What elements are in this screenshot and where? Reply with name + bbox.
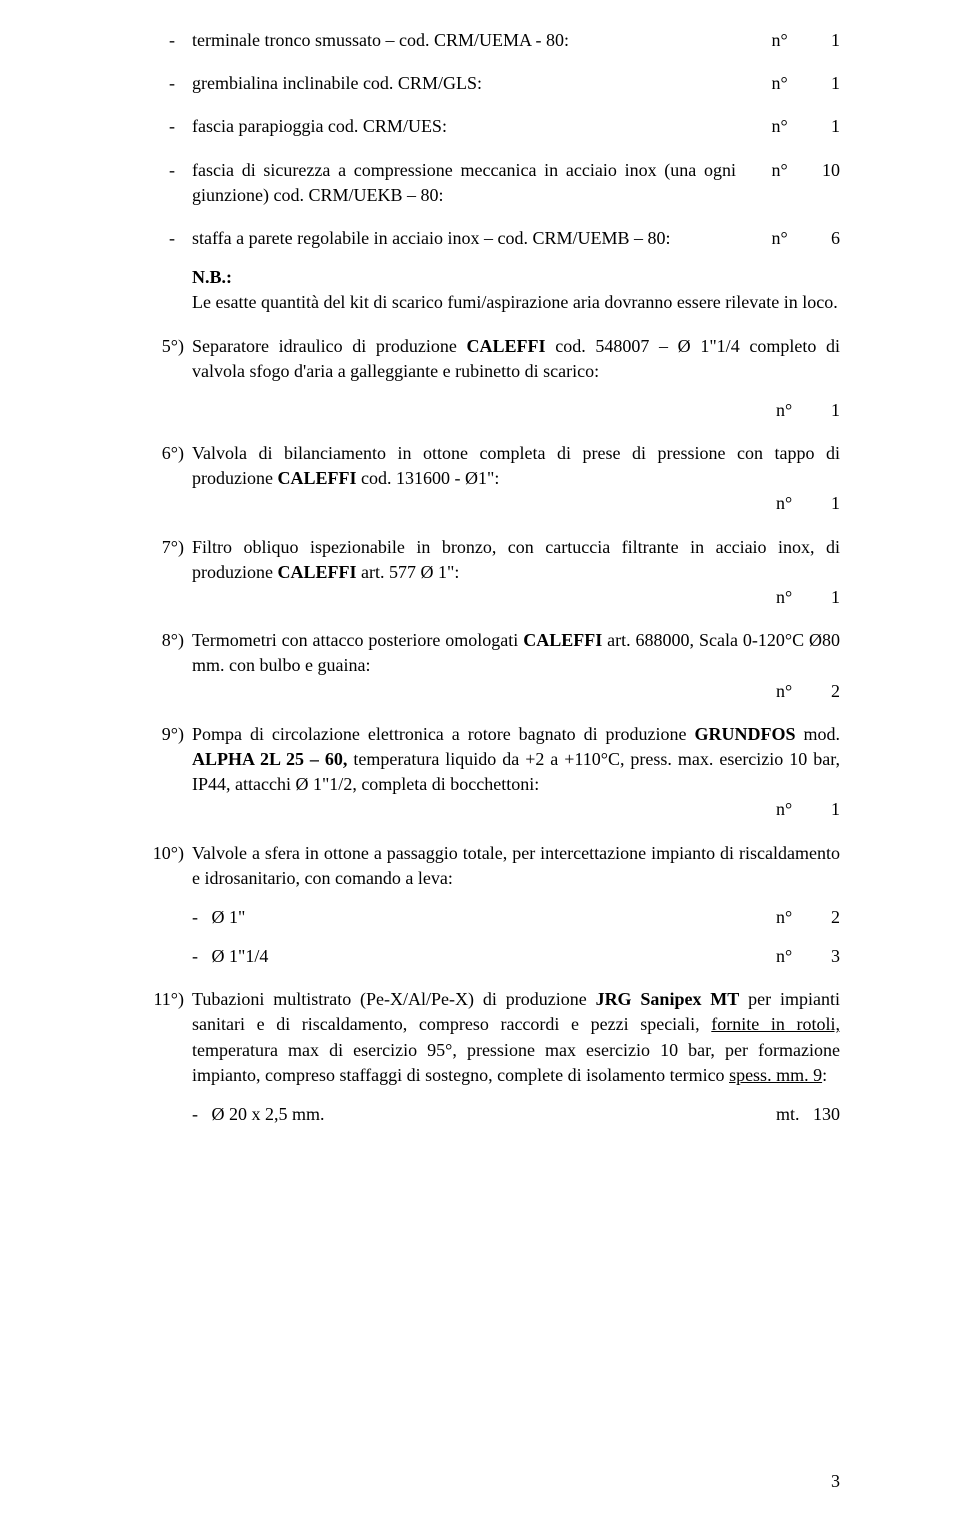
section-7: 7°) Filtro obliquo ispezionabile in bron… (140, 535, 840, 585)
sub-label: - Ø 20 x 2,5 mm. (192, 1102, 325, 1127)
section-number: 5°) (140, 334, 192, 359)
qty-line: n°1 (192, 398, 840, 423)
section-6: 6°) Valvola di bilanciamento in ottone c… (140, 441, 840, 491)
qty-line: n°2 (192, 679, 840, 704)
item-qty: n° 10 (736, 158, 840, 183)
nb-block: N.B.: Le esatte quantità del kit di scar… (192, 265, 840, 315)
nb-text: Le esatte quantità del kit di scarico fu… (192, 292, 838, 312)
dash-marker: - (140, 114, 192, 139)
sub-label: - Ø 1"1/4 (192, 944, 268, 969)
item-text: fascia di sicurezza a compressione mecca… (192, 158, 736, 208)
top-item: - fascia parapioggia cod. CRM/UES: n° 1 (140, 114, 840, 139)
section-body: Pompa di circolazione elettronica a roto… (192, 722, 840, 798)
section-number: 9°) (140, 722, 192, 747)
top-item: - fascia di sicurezza a compressione mec… (140, 158, 840, 208)
item-qty: n° 1 (736, 28, 840, 53)
qty-line: n°1 (192, 585, 840, 610)
top-item: - terminale tronco smussato – cod. CRM/U… (140, 28, 840, 53)
qty-line: n°1 (192, 797, 840, 822)
dash-marker: - (140, 28, 192, 53)
section-number: 8°) (140, 628, 192, 653)
section-body: Valvole a sfera in ottone a passaggio to… (192, 841, 840, 891)
item-qty: n° 6 (736, 226, 840, 251)
section-number: 6°) (140, 441, 192, 466)
sub-label: - Ø 1" (192, 905, 245, 930)
item-qty: n° 1 (736, 114, 840, 139)
sub-item: - Ø 1" n°2 (192, 905, 840, 930)
section-9: 9°) Pompa di circolazione elettronica a … (140, 722, 840, 798)
section-body: Filtro obliquo ispezionabile in bronzo, … (192, 535, 840, 585)
section-number: 7°) (140, 535, 192, 560)
dash-marker: - (140, 226, 192, 251)
section-body: Valvola di bilanciamento in ottone compl… (192, 441, 840, 491)
qty-line: n°1 (192, 491, 840, 516)
sub-item: - Ø 1"1/4 n°3 (192, 944, 840, 969)
section-11: 11°) Tubazioni multistrato (Pe-X/Al/Pe-X… (140, 987, 840, 1088)
section-body: Termometri con attacco posteriore omolog… (192, 628, 840, 678)
document-page: - terminale tronco smussato – cod. CRM/U… (0, 0, 960, 1516)
sub-item: - Ø 20 x 2,5 mm. mt.130 (192, 1102, 840, 1127)
page-number: 3 (831, 1471, 840, 1492)
section-10: 10°) Valvole a sfera in ottone a passagg… (140, 841, 840, 891)
nb-label: N.B.: (192, 267, 232, 287)
top-item: - grembialina inclinabile cod. CRM/GLS: … (140, 71, 840, 96)
dash-marker: - (140, 158, 192, 183)
section-number: 10°) (140, 841, 192, 866)
item-qty: n° 1 (736, 71, 840, 96)
section-5: 5°) Separatore idraulico di produzione C… (140, 334, 840, 384)
item-text: fascia parapioggia cod. CRM/UES: (192, 114, 736, 139)
section-8: 8°) Termometri con attacco posteriore om… (140, 628, 840, 678)
item-text: grembialina inclinabile cod. CRM/GLS: (192, 71, 736, 96)
item-text: staffa a parete regolabile in acciaio in… (192, 226, 736, 251)
dash-marker: - (140, 71, 192, 96)
section-body: Separatore idraulico di produzione CALEF… (192, 334, 840, 384)
item-text: terminale tronco smussato – cod. CRM/UEM… (192, 28, 736, 53)
section-body: Tubazioni multistrato (Pe-X/Al/Pe-X) di … (192, 987, 840, 1088)
top-item: - staffa a parete regolabile in acciaio … (140, 226, 840, 251)
section-number: 11°) (140, 987, 192, 1012)
